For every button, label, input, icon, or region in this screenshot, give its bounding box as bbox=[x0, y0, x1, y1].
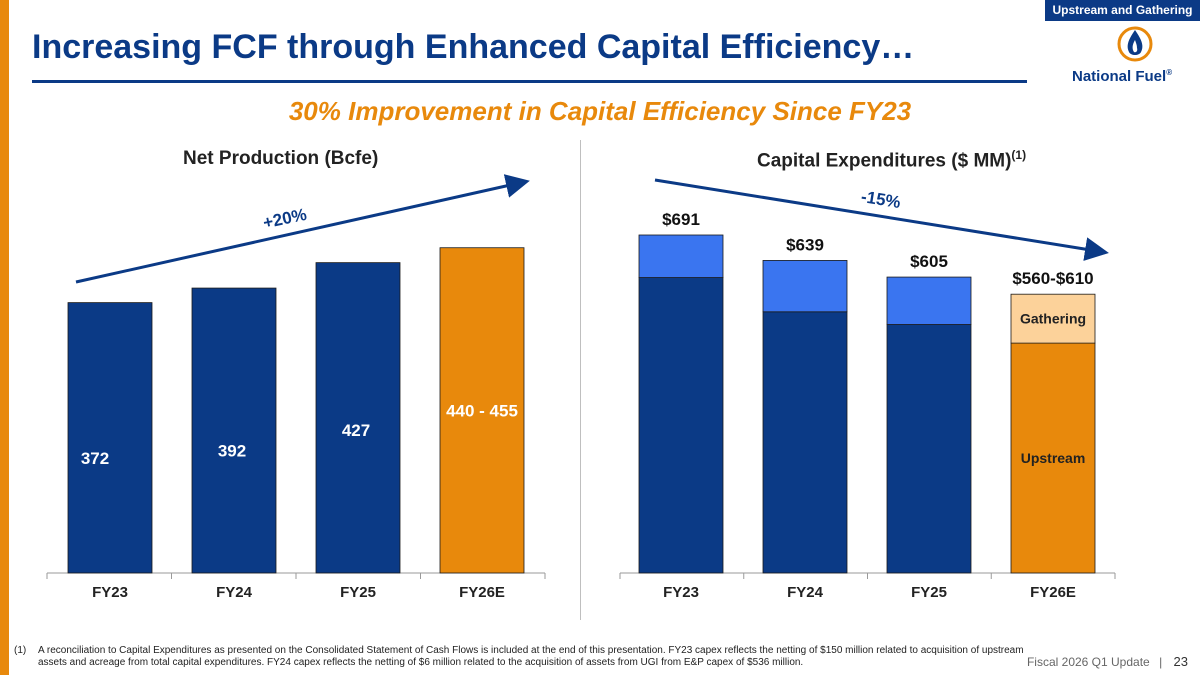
capex-title-footnote-ref: (1) bbox=[1011, 148, 1027, 162]
capex-gathering-bar-fy24 bbox=[762, 260, 848, 313]
capex-tick-label: FY26E bbox=[1030, 584, 1076, 601]
capex-total-label: $560-$610 bbox=[1012, 269, 1093, 288]
capex-upstream-bar-fy26e bbox=[1010, 342, 1096, 574]
production-data-label: 440 - 455 bbox=[446, 401, 518, 420]
capex-gathering-bar-fy26e bbox=[1010, 293, 1096, 344]
production-chart-title: Net Production (Bcfe) bbox=[183, 148, 379, 169]
title-underline bbox=[32, 80, 1027, 83]
capex-gathering-bar-fy25 bbox=[886, 276, 972, 325]
page-title: Increasing FCF through Enhanced Capital … bbox=[32, 28, 915, 66]
production-bar-fy24 bbox=[191, 287, 277, 574]
production-tick-label: FY23 bbox=[92, 584, 128, 601]
logo-wordmark: National Fuel® bbox=[1072, 68, 1172, 85]
production-tick-label: FY25 bbox=[340, 584, 376, 601]
production-data-label: 427 bbox=[342, 421, 370, 440]
capex-chart-title: Capital Expenditures ($ MM)(1) bbox=[757, 148, 1026, 172]
production-data-label: 372 bbox=[81, 449, 109, 468]
capex-tick-label: FY23 bbox=[663, 584, 699, 601]
production-tick-label: FY24 bbox=[216, 584, 253, 601]
capex-tick-label: FY25 bbox=[911, 584, 947, 601]
capex-upstream-bar-fy23 bbox=[638, 277, 724, 574]
capex-total-label: $639 bbox=[786, 235, 824, 254]
capex-upstream-bar-fy24 bbox=[762, 311, 848, 574]
page-number: 23 bbox=[1173, 654, 1188, 669]
footer-separator: | bbox=[1159, 655, 1163, 669]
capex-chart-title-text: Capital Expenditures ($ MM) bbox=[757, 150, 1012, 172]
capex-upstream-bar-fy25 bbox=[886, 324, 972, 574]
footer: Fiscal 2026 Q1 Update | 23 bbox=[1027, 654, 1188, 669]
subtitle: 30% Improvement in Capital Efficiency Si… bbox=[288, 96, 912, 126]
logo-wordmark-text: National Fuel bbox=[1072, 68, 1167, 85]
production-bar-fy26e bbox=[439, 247, 525, 574]
capex-upstream-segment-label: Upstream bbox=[1021, 450, 1086, 466]
production-trend-label: +20% bbox=[261, 205, 308, 233]
footnote-text: A reconciliation to Capital Expenditures… bbox=[38, 645, 1024, 668]
footnote-number: (1) bbox=[14, 645, 27, 656]
production-bar-fy23 bbox=[67, 302, 153, 574]
production-trend-arrow bbox=[75, 174, 530, 284]
capex-total-label: $691 bbox=[662, 210, 700, 229]
accent-bar bbox=[0, 0, 9, 675]
chart-divider bbox=[580, 140, 581, 620]
logo-flame-inner-icon bbox=[1132, 40, 1138, 53]
footnote: (1) A reconciliation to Capital Expendit… bbox=[14, 645, 1034, 669]
capex-gathering-bar-fy23 bbox=[638, 234, 724, 278]
production-bar-fy25 bbox=[315, 262, 401, 574]
capex-total-label: $605 bbox=[910, 252, 948, 271]
production-data-label: 392 bbox=[218, 442, 246, 461]
capex-tick-label: FY24 bbox=[787, 584, 824, 601]
production-tick-label: FY26E bbox=[459, 584, 505, 601]
capex-gathering-segment-label: Gathering bbox=[1020, 311, 1086, 327]
section-tag: Upstream and Gathering bbox=[1045, 0, 1200, 21]
capex-trend-label: -15% bbox=[860, 187, 902, 212]
logo-registered-mark: ® bbox=[1166, 68, 1173, 77]
footer-label: Fiscal 2026 Q1 Update bbox=[1026, 655, 1150, 669]
national-fuel-logo bbox=[1117, 26, 1153, 62]
capex-trend-arrow bbox=[654, 178, 1109, 261]
